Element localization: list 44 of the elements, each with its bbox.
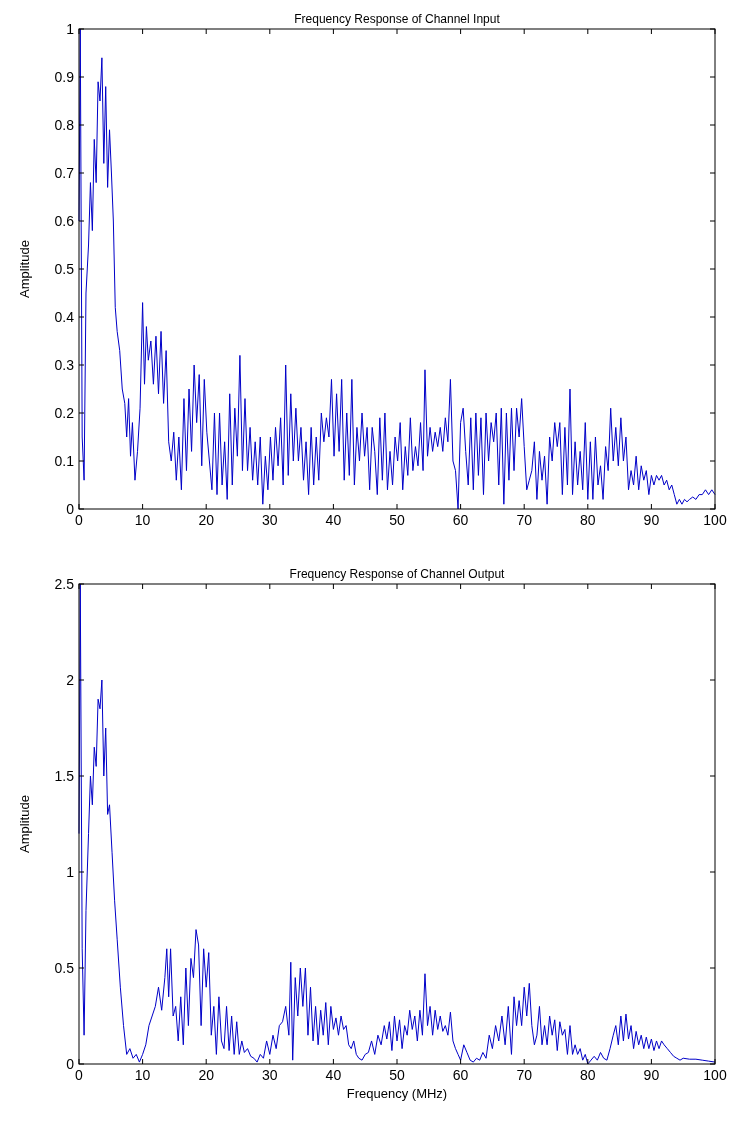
x-tick-label: 70	[516, 512, 533, 528]
x-tick-label: 70	[516, 1067, 533, 1083]
y-axis-title: Amplitude	[17, 240, 32, 298]
y-tick-label: 0.5	[54, 959, 75, 976]
x-tick-label: 100	[703, 1067, 727, 1083]
chart-title: Frequency Response of Channel Output	[289, 567, 506, 581]
x-tick-label: 60	[452, 1067, 469, 1083]
x-tick-label: 10	[134, 512, 151, 528]
y-axis-title: Amplitude	[17, 795, 32, 853]
y-tick-label: 0.3	[54, 356, 75, 373]
y-tick-label: 0.8	[54, 116, 75, 133]
line-series	[78, 28, 716, 510]
y-tick-label: 0	[66, 1055, 75, 1072]
x-tick-label: 20	[198, 1067, 215, 1083]
x-tick-label: 50	[389, 1067, 405, 1083]
y-tick-label: 0.1	[54, 452, 75, 469]
x-tick-label: 90	[643, 1067, 660, 1083]
x-tick-label: 30	[262, 1067, 278, 1083]
x-tick-label: 40	[325, 1067, 342, 1083]
x-tick-label: 10	[134, 1067, 151, 1083]
x-tick-label: 80	[580, 512, 596, 528]
x-tick-label: 80	[580, 1067, 596, 1083]
y-tick-label: 0.5	[54, 260, 75, 277]
x-tick-label: 100	[703, 512, 727, 528]
x-tick-label: 90	[643, 512, 660, 528]
y-tick-label: 0.6	[54, 212, 75, 229]
y-tick-label: 2.5	[54, 575, 75, 592]
line-series	[78, 583, 716, 1065]
chart-title: Frequency Response of Channel Input	[294, 12, 501, 26]
x-tick-label: 40	[325, 512, 342, 528]
x-axis-title: Frequency (MHz)	[346, 1086, 448, 1101]
x-tick-label: 30	[262, 512, 278, 528]
y-tick-label: 0.4	[54, 308, 75, 325]
x-tick-label: 60	[452, 512, 469, 528]
y-tick-label: 1	[66, 863, 75, 880]
y-tick-label: 1.5	[54, 767, 75, 784]
x-tick-label: 50	[389, 512, 405, 528]
y-tick-label: 0.7	[54, 164, 75, 181]
y-tick-label: 1	[66, 20, 75, 37]
y-tick-label: 2	[66, 671, 75, 688]
y-tick-label: 0	[66, 500, 75, 517]
x-tick-label: 20	[198, 512, 215, 528]
y-tick-label: 0.9	[54, 68, 75, 85]
y-tick-label: 0.2	[54, 404, 75, 421]
